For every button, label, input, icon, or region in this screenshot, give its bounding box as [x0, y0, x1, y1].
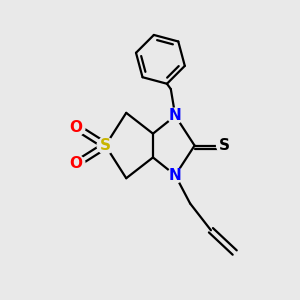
Text: O: O — [69, 120, 82, 135]
Text: O: O — [69, 156, 82, 171]
Circle shape — [97, 137, 114, 154]
Circle shape — [167, 108, 183, 124]
Circle shape — [217, 138, 232, 153]
Text: N: N — [169, 168, 182, 183]
Circle shape — [70, 120, 85, 135]
Circle shape — [167, 167, 183, 183]
Text: S: S — [219, 138, 230, 153]
Text: N: N — [169, 108, 182, 123]
Circle shape — [70, 156, 85, 171]
Text: S: S — [100, 138, 111, 153]
